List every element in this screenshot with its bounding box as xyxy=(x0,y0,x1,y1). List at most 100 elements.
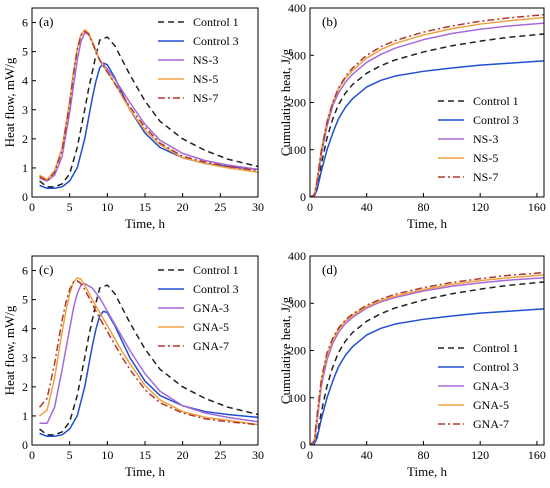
x-tick-label: 5 xyxy=(67,200,73,214)
y-tick-label: 6 xyxy=(22,16,28,30)
x-tick-label: 120 xyxy=(471,200,489,214)
legend-label: NS-5 xyxy=(193,72,218,86)
legend: Control 1 Control 3 GNA-3 GNA-5 GNA-7 xyxy=(438,341,519,431)
legend-label: GNA-5 xyxy=(193,320,229,334)
y-tick-label: 400 xyxy=(288,249,306,263)
x-tick-label: 30 xyxy=(252,200,264,214)
y-tick-label: 200 xyxy=(288,344,306,358)
y-tick-label: 100 xyxy=(288,143,306,157)
x-axis-label: Time, h xyxy=(125,216,165,231)
y-tick-label: 4 xyxy=(22,322,28,336)
legend-label: Control 3 xyxy=(193,282,239,296)
y-tick-label: 1 xyxy=(22,409,28,423)
legend-label: NS-3 xyxy=(193,53,218,67)
x-tick-label: 25 xyxy=(214,200,226,214)
panel-tag: (d) xyxy=(322,262,337,277)
y-tick-label: 2 xyxy=(22,380,28,394)
legend-label: Control 1 xyxy=(193,263,239,277)
series-line-control-1 xyxy=(310,281,544,445)
x-axis-label: Time, h xyxy=(407,464,447,479)
series-line-control-3 xyxy=(310,60,544,197)
panel-c: 0 5 10 15 20 25 30 0 1 2 3 4 5 6 Time, h Heat flow, mW/… xyxy=(2,255,264,479)
series-line-gna-5 xyxy=(310,274,544,445)
legend-label: NS-7 xyxy=(193,91,218,105)
x-tick-label: 15 xyxy=(139,448,151,462)
x-tick-label: 160 xyxy=(528,200,546,214)
x-tick-label: 120 xyxy=(471,448,489,462)
panel-tag: (b) xyxy=(322,14,337,29)
legend-label: NS-7 xyxy=(473,170,498,184)
legend-label: GNA-3 xyxy=(193,301,229,315)
x-tick-label: 10 xyxy=(101,200,113,214)
x-tick-label: 160 xyxy=(528,448,546,462)
series-line-control-3 xyxy=(310,308,544,445)
legend-label: Control 3 xyxy=(473,113,519,127)
series-line-control-3 xyxy=(39,62,258,190)
y-tick-label: 200 xyxy=(288,96,306,110)
series-line-control-3 xyxy=(39,310,258,438)
legend-label: Control 1 xyxy=(473,341,519,355)
series-line-gna-3 xyxy=(39,282,258,424)
legend: Control 1 Control 3 NS-3 NS-5 NS-7 xyxy=(158,15,239,105)
panel-b: 0 40 80 120 160 0 100 200 300 400 Time, h Cumulativ… xyxy=(278,1,546,231)
legend: Control 1 Control 3 GNA-3 GNA-5 GNA-7 xyxy=(158,263,239,353)
x-tick-label: 40 xyxy=(361,448,373,462)
series-line-ns-7 xyxy=(310,13,544,197)
y-tick-label: 0 xyxy=(22,190,28,204)
x-tick-label: 15 xyxy=(139,200,151,214)
y-tick-label: 0 xyxy=(22,438,28,452)
y-tick-label: 0 xyxy=(300,190,306,204)
series-line-gna-5 xyxy=(39,277,258,426)
y-tick-label: 3 xyxy=(22,103,28,117)
y-tick-label: 4 xyxy=(22,74,28,88)
x-axis-label: Time, h xyxy=(407,216,447,231)
x-tick-label: 5 xyxy=(67,448,73,462)
series-line-ns-3 xyxy=(310,22,544,197)
x-tick-label: 80 xyxy=(417,200,429,214)
series-line-ns-5 xyxy=(39,29,258,181)
legend-label: GNA-3 xyxy=(473,379,509,393)
series-line-ns-7 xyxy=(39,30,258,182)
legend-label: Control 1 xyxy=(473,94,519,108)
legend-label: Control 3 xyxy=(473,360,519,374)
x-tick-label: 40 xyxy=(361,200,373,214)
x-tick-label: 30 xyxy=(252,448,264,462)
y-tick-label: 5 xyxy=(22,293,28,307)
x-tick-label: 25 xyxy=(214,448,226,462)
y-tick-label: 300 xyxy=(288,48,306,62)
legend-label: GNA-7 xyxy=(473,417,509,431)
x-tick-label: 10 xyxy=(101,448,113,462)
y-tick-label: 6 xyxy=(22,264,28,278)
legend-label: Control 3 xyxy=(193,34,239,48)
x-tick-label: 0 xyxy=(307,448,313,462)
legend-label: NS-5 xyxy=(473,151,498,165)
y-axis-label: Cumulative heat, J/g xyxy=(278,296,293,404)
y-axis-label: Heat flow, mW/g xyxy=(2,305,17,395)
series-line-control-1 xyxy=(39,36,258,188)
y-tick-label: 3 xyxy=(22,351,28,365)
series-line-control-1 xyxy=(310,33,544,197)
y-tick-label: 300 xyxy=(288,296,306,310)
x-tick-label: 20 xyxy=(177,448,189,462)
legend-label: Control 1 xyxy=(193,15,239,29)
y-tick-label: 0 xyxy=(300,438,306,452)
series-line-gna-7 xyxy=(38,279,258,426)
series-line-gna-7 xyxy=(310,271,544,445)
y-axis-label: Cumulative heat, J/g xyxy=(278,48,293,156)
panel-tag: (a) xyxy=(39,14,53,29)
y-tick-label: 5 xyxy=(22,45,28,59)
legend-label: GNA-5 xyxy=(473,398,509,412)
legend: Control 1 Control 3 NS-3 NS-5 NS-7 xyxy=(438,94,519,184)
y-tick-label: 400 xyxy=(288,1,306,15)
y-axis-label: Heat flow, mW/g xyxy=(2,57,17,147)
x-tick-label: 0 xyxy=(307,200,313,214)
panel-tag: (c) xyxy=(39,262,53,277)
x-tick-label: 80 xyxy=(417,448,429,462)
legend-label: GNA-7 xyxy=(193,339,229,353)
x-axis-label: Time, h xyxy=(125,464,165,479)
series-line-control-1 xyxy=(39,284,258,436)
x-tick-label: 0 xyxy=(29,448,35,462)
y-tick-label: 2 xyxy=(22,132,28,146)
y-tick-label: 1 xyxy=(22,161,28,175)
